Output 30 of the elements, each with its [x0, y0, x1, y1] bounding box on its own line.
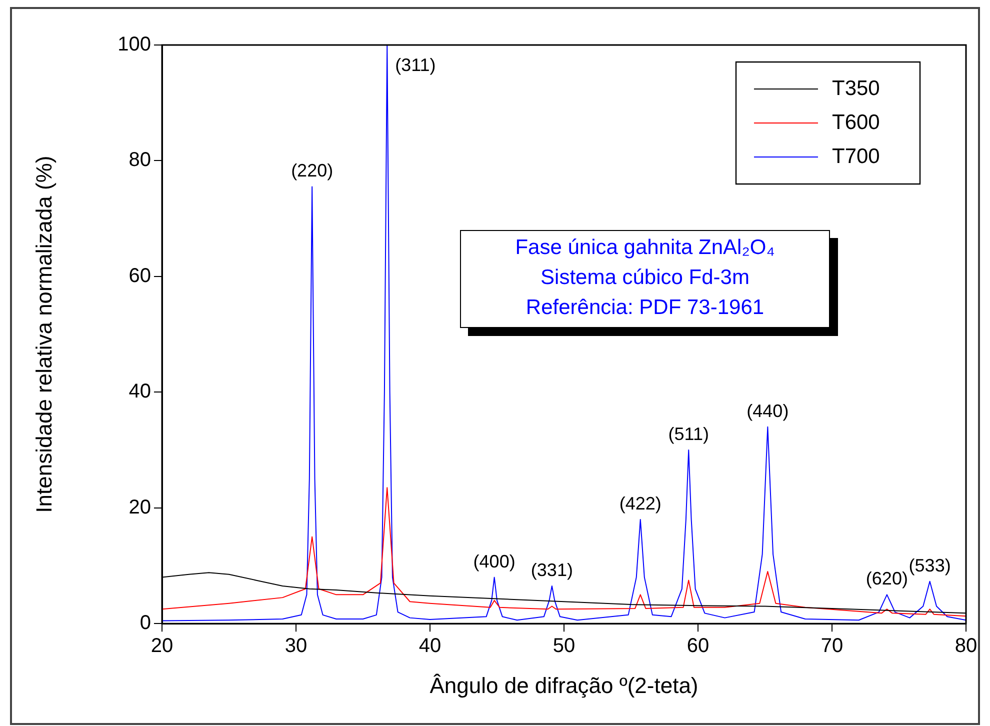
x-tick-label: 60	[686, 635, 710, 658]
x-tick-label: 40	[418, 635, 442, 658]
y-tick-label: 80	[128, 149, 151, 172]
y-tick-label: 40	[128, 380, 151, 403]
x-tick-label: 20	[150, 635, 174, 658]
annotation: Fase única gahnita ZnAl₂O₄	[514, 235, 776, 261]
legend-label: T700	[832, 144, 880, 168]
x-tick-label: 30	[284, 635, 308, 658]
annotation: (533)	[908, 555, 951, 576]
x-tick-label: 80	[954, 635, 978, 658]
annotation: Referência: PDF 73-1961	[524, 295, 766, 321]
annotation: (422)	[619, 493, 662, 514]
annotation: (331)	[530, 560, 573, 580]
annotation: Sistema cúbico Fd-3m	[540, 265, 750, 291]
y-tick-label: 20	[128, 496, 151, 518]
annotation: (620)	[866, 568, 908, 589]
legend-label: T350	[832, 76, 880, 100]
y-tick-label: 0	[140, 612, 151, 634]
x-tick-label: 50	[552, 635, 576, 658]
annotation: (400)	[473, 551, 516, 572]
legend-label: T600	[832, 110, 880, 134]
annotation: (440)	[746, 400, 789, 421]
annotation: (220)	[291, 160, 334, 181]
annotation: (311)	[395, 54, 436, 75]
x-axis-title: Ângulo de difração º(2-teta)	[430, 672, 698, 698]
annotation: (511)	[668, 424, 709, 444]
x-tick-label: 70	[820, 635, 844, 658]
y-axis-title: Intensidade relativa normalizada (%)	[31, 156, 56, 513]
y-tick-label: 60	[128, 264, 151, 287]
y-tick-label: 100	[118, 34, 151, 56]
